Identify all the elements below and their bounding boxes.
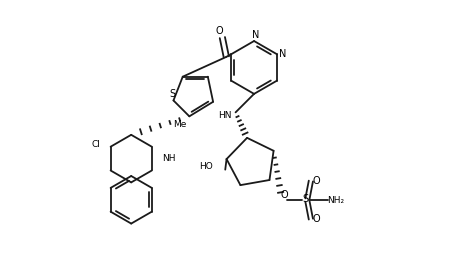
Text: HN: HN [218,111,232,120]
Text: NH: NH [162,154,176,163]
Text: N: N [279,49,287,59]
Text: Cl: Cl [91,140,100,148]
Text: N: N [252,30,259,40]
Text: O: O [216,26,224,36]
Text: O: O [313,214,320,224]
Text: NH₂: NH₂ [328,196,345,205]
Text: O: O [281,190,288,200]
Text: Me: Me [173,120,187,129]
Text: S: S [169,89,175,99]
Text: O: O [313,176,320,186]
Text: HO: HO [200,163,213,171]
Text: S: S [302,194,308,204]
